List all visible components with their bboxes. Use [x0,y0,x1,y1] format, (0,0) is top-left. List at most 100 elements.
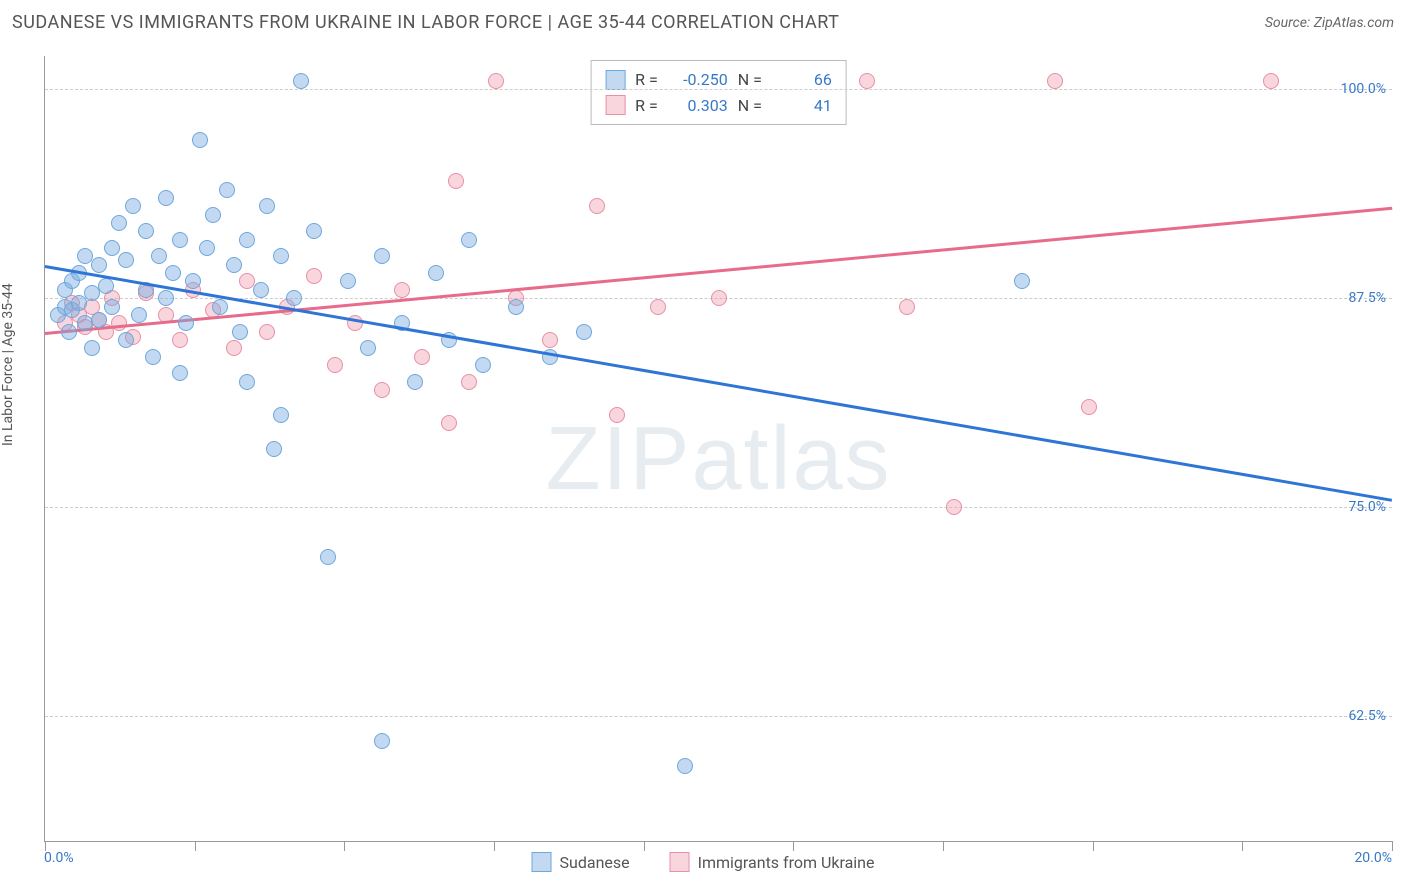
data-point [192,132,208,148]
data-point [145,349,161,365]
y-tick-label: 100.0% [1341,81,1386,97]
data-point [286,290,302,306]
data-point [226,340,242,356]
data-point [576,324,592,340]
data-point [104,240,120,256]
data-point [488,73,504,89]
x-tick [494,841,495,851]
data-point [151,248,167,264]
data-point [259,324,275,340]
data-point [232,324,248,340]
data-point [899,299,915,315]
x-tick [1093,841,1094,851]
data-point [172,332,188,348]
x-axis-max-label: 20.0% [1354,850,1392,866]
data-point [273,248,289,264]
data-point [226,257,242,273]
data-point [158,190,174,206]
data-point [91,257,107,273]
trend-line [45,206,1392,334]
data-point [1081,399,1097,415]
data-point [178,315,194,331]
data-point [475,357,491,373]
data-point [320,549,336,565]
data-point [239,232,255,248]
data-point [165,265,181,281]
legend-N-ukraine: 41 [772,93,832,119]
x-axis-min-label: 0.0% [44,850,74,866]
swatch-ukraine [605,95,625,115]
data-point [118,332,134,348]
x-tick [195,841,196,851]
data-point [946,499,962,515]
x-tick [644,841,645,851]
data-point [374,248,390,264]
data-point [340,273,356,289]
watermark: ZIPatlas [545,407,891,510]
correlation-legend: R = -0.250 N = 66 R = 0.303 N = 41 [590,60,847,125]
gridline [45,716,1392,717]
data-point [104,299,120,315]
data-point [461,374,477,390]
data-point [172,365,188,381]
data-point [711,290,727,306]
swatch-sudanese [605,70,625,90]
data-point [374,733,390,749]
data-point [306,223,322,239]
data-point [212,299,228,315]
legend-R-ukraine: 0.303 [668,93,728,119]
legend-label-ukraine: Immigrants from Ukraine [698,853,875,872]
x-tick [943,841,944,851]
data-point [589,198,605,214]
data-point [71,295,87,311]
legend-row-ukraine: R = 0.303 N = 41 [605,93,832,119]
data-point [158,290,174,306]
data-point [239,374,255,390]
data-point [1014,273,1030,289]
chart-title: SUDANESE VS IMMIGRANTS FROM UKRAINE IN L… [12,12,839,33]
gridline [45,89,1392,90]
x-tick [344,841,345,851]
data-point [441,415,457,431]
data-point [461,232,477,248]
data-point [360,340,376,356]
x-tick [793,841,794,851]
data-point [125,198,141,214]
data-point [111,315,127,331]
swatch-ukraine-icon [670,852,690,872]
data-point [131,307,147,323]
legend-N-label: N = [738,93,762,119]
gridline [45,507,1392,508]
legend-label-sudanese: Sudanese [560,853,630,872]
data-point [407,374,423,390]
data-point [205,207,221,223]
data-point [185,273,201,289]
data-point [677,758,693,774]
data-point [219,182,235,198]
data-point [394,282,410,298]
data-point [542,332,558,348]
data-point [118,252,134,268]
data-point [327,357,343,373]
data-point [61,324,77,340]
data-point [91,312,107,328]
y-tick-label: 87.5% [1348,290,1386,306]
swatch-sudanese-icon [532,852,552,872]
data-point [306,268,322,284]
data-point [253,282,269,298]
chart-header: SUDANESE VS IMMIGRANTS FROM UKRAINE IN L… [12,12,1394,33]
scatter-plot: ZIPatlas R = -0.250 N = 66 R = 0.303 N =… [44,56,1392,842]
data-point [859,73,875,89]
data-point [1263,73,1279,89]
data-point [273,407,289,423]
data-point [138,223,154,239]
data-point [199,240,215,256]
data-point [293,73,309,89]
x-tick [1242,841,1243,851]
data-point [111,215,127,231]
data-point [650,299,666,315]
data-point [84,340,100,356]
y-axis-label: In Labor Force | Age 35-44 [0,283,16,446]
data-point [259,198,275,214]
legend-R-label: R = [635,93,658,119]
